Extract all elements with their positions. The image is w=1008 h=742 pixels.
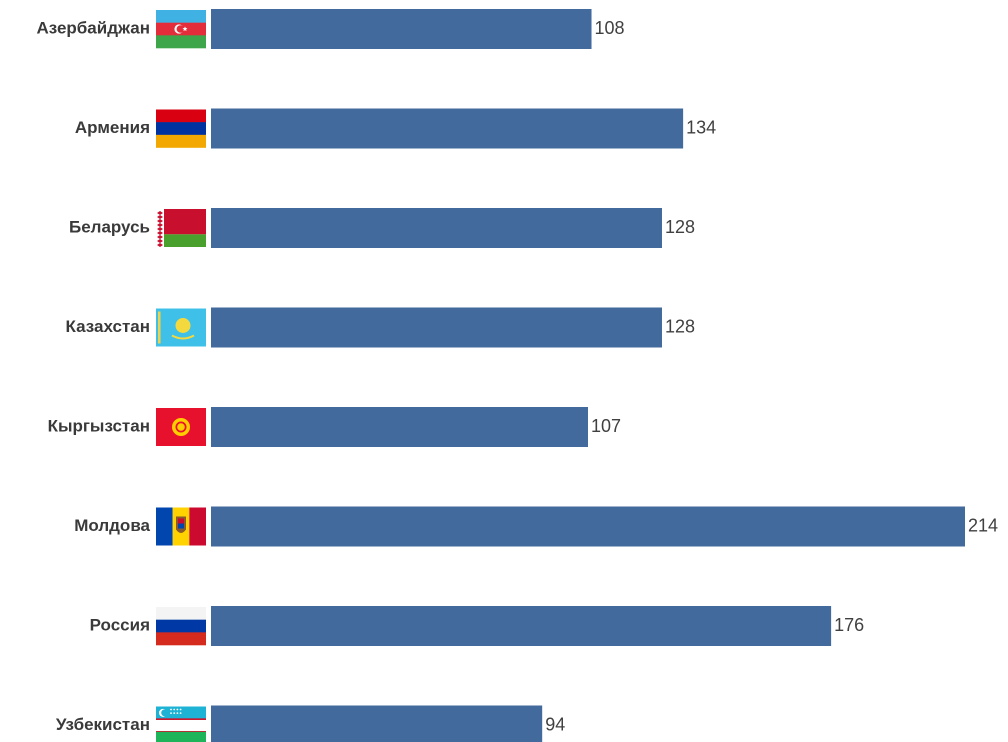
category-label: Россия xyxy=(90,615,150,634)
kyrgyzstan-flag-icon xyxy=(156,408,206,446)
category-label: Армения xyxy=(75,118,150,137)
bar xyxy=(211,606,832,646)
uzbekistan-flag-icon xyxy=(156,706,206,742)
value-label: 176 xyxy=(834,615,864,635)
azerbaijan-flag-icon xyxy=(156,10,206,49)
category-label: Беларусь xyxy=(69,217,150,236)
category-label: Азербайджан xyxy=(36,18,150,37)
bar xyxy=(211,506,965,547)
belarus-flag-icon xyxy=(156,209,206,247)
bar xyxy=(211,108,684,149)
category-label: Молдова xyxy=(74,516,150,535)
value-label: 94 xyxy=(545,714,565,734)
moldova-flag-icon xyxy=(156,507,206,546)
category-label: Казахстан xyxy=(66,317,150,336)
bar xyxy=(211,705,543,742)
kazakhstan-flag-icon xyxy=(156,308,206,347)
value-label: 108 xyxy=(595,18,625,38)
value-label: 128 xyxy=(665,316,695,336)
bar xyxy=(211,9,592,49)
armenia-flag-icon xyxy=(156,109,206,148)
bar xyxy=(211,208,662,248)
value-label: 134 xyxy=(686,117,716,137)
category-label: Кыргызстан xyxy=(48,416,150,435)
value-label: 107 xyxy=(591,416,621,436)
bar xyxy=(211,407,588,447)
category-label: Узбекистан xyxy=(56,715,150,734)
value-label: 128 xyxy=(665,217,695,237)
value-label: 214 xyxy=(968,515,998,535)
bar xyxy=(211,307,662,348)
russia-flag-icon xyxy=(156,607,206,646)
